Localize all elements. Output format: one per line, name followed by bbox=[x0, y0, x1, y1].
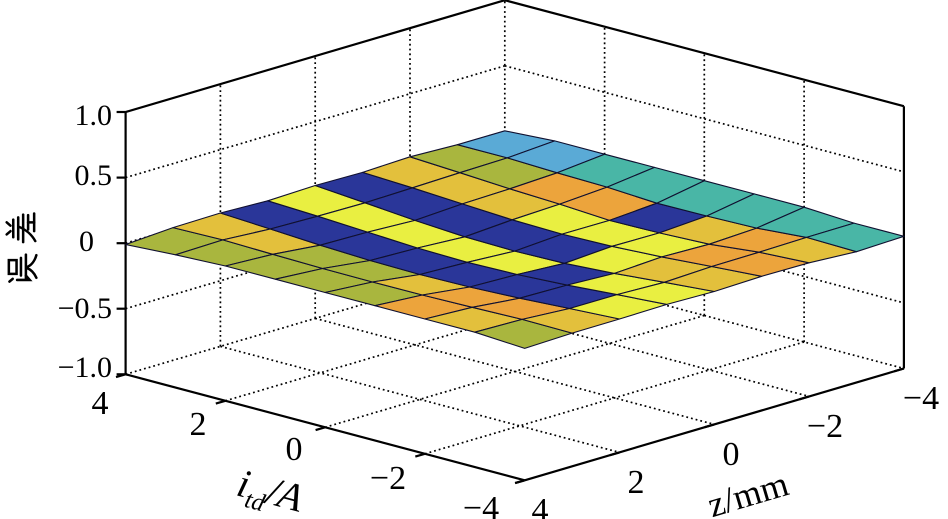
svg-text:2: 2 bbox=[628, 464, 645, 501]
svg-text:−4: −4 bbox=[903, 380, 939, 417]
svg-text:0: 0 bbox=[79, 225, 94, 258]
svg-text:0: 0 bbox=[723, 436, 740, 473]
svg-text:−0.5: −0.5 bbox=[58, 292, 112, 325]
svg-text:4: 4 bbox=[92, 385, 109, 422]
svg-text:−2: −2 bbox=[807, 408, 843, 445]
svg-text:−4: −4 bbox=[463, 490, 499, 519]
svg-text:−2: −2 bbox=[370, 460, 406, 497]
svg-text:2: 2 bbox=[190, 406, 207, 443]
svg-text:−1.0: −1.0 bbox=[58, 351, 112, 384]
svg-text:1.0: 1.0 bbox=[75, 99, 113, 132]
svg-text:0.5: 0.5 bbox=[75, 159, 113, 192]
svg-text:0: 0 bbox=[286, 431, 303, 468]
svg-text:4: 4 bbox=[532, 492, 549, 519]
